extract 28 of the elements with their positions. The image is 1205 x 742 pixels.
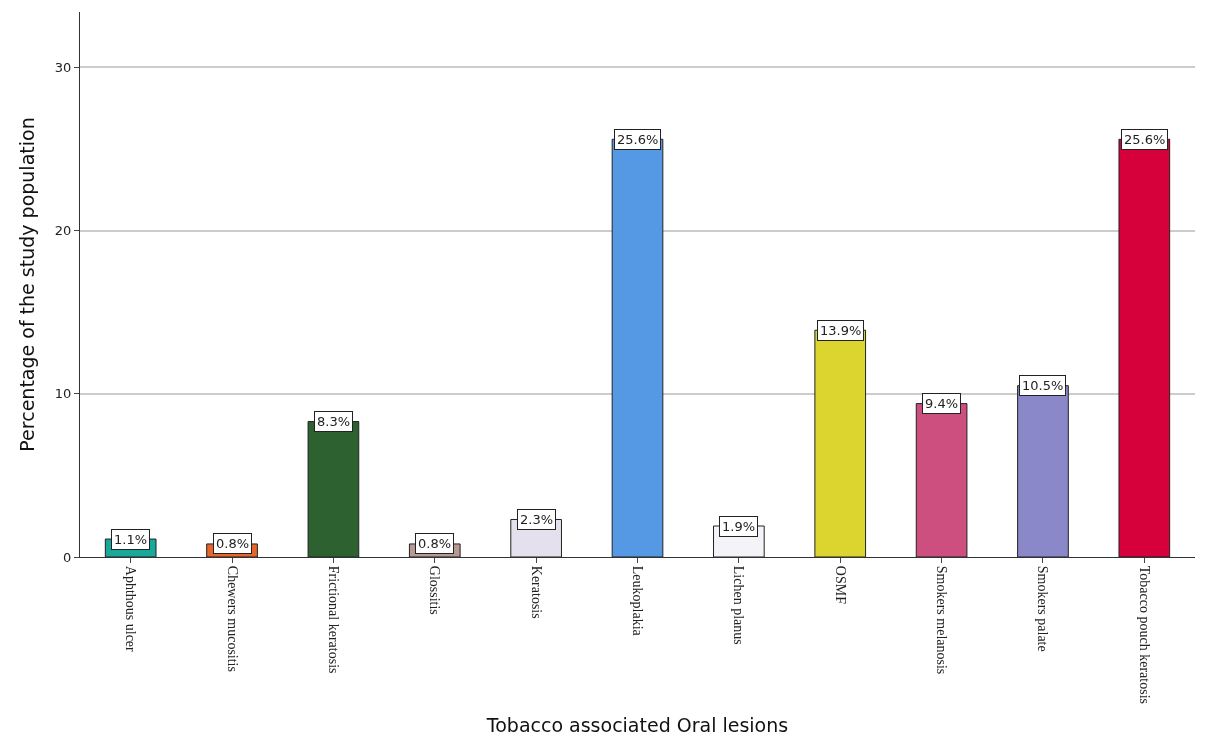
- data-label: 8.3%: [317, 414, 351, 429]
- data-label: 0.8%: [216, 536, 250, 551]
- data-label: 13.9%: [820, 323, 862, 338]
- y-tick-label: 20: [54, 223, 72, 239]
- data-label: 9.4%: [925, 396, 959, 411]
- x-tick-label: Lichen planus: [731, 565, 747, 645]
- data-label: 25.6%: [617, 132, 659, 147]
- data-label: 2.3%: [520, 512, 554, 527]
- x-tick-label: OSMF: [832, 565, 848, 605]
- x-tick-label: Glossitis: [427, 565, 443, 615]
- x-tick-label: Leukoplakia: [629, 565, 645, 637]
- data-label: 25.6%: [1124, 132, 1166, 147]
- y-tick-label: 10: [54, 386, 72, 402]
- data-label: 0.8%: [418, 536, 452, 551]
- data-label: 1.9%: [722, 519, 756, 534]
- x-tick-label: Keratosis: [528, 565, 544, 619]
- y-tick-label: 30: [54, 60, 72, 76]
- x-axis-title: Tobacco associated Oral lesions: [485, 713, 789, 736]
- x-tick-label: Aphthous ulcer: [123, 565, 139, 653]
- x-tick-label: Tobacco pouch keratosis: [1136, 565, 1152, 704]
- x-tick-label: Smokers melanosis: [934, 565, 950, 675]
- data-label: 10.5%: [1022, 378, 1064, 393]
- x-tick-label: Chewers mucositis: [224, 565, 240, 672]
- data-label: 1.1%: [114, 532, 148, 547]
- x-tick-label: Frictional keratosis: [325, 565, 341, 674]
- y-axis-title: Percentage of the study population: [15, 117, 38, 452]
- x-tick-label: Smokers palate: [1035, 565, 1051, 652]
- y-tick-label: 0: [63, 549, 72, 565]
